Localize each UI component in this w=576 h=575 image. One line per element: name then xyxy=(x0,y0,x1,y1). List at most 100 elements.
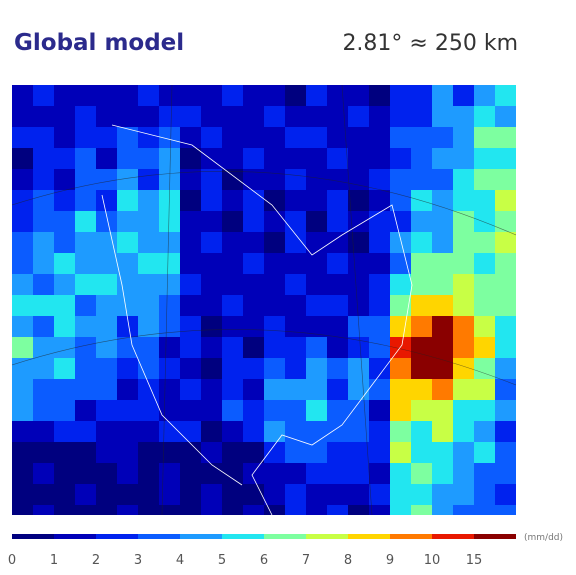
map-cell xyxy=(432,358,453,379)
map-cell xyxy=(390,85,411,106)
map-cell xyxy=(33,211,54,232)
map-cell xyxy=(348,190,369,211)
map-cell xyxy=(495,148,516,169)
map-cell xyxy=(75,379,96,400)
map-cell xyxy=(12,169,33,190)
map-cell xyxy=(411,484,432,505)
map-cell xyxy=(348,127,369,148)
map-cell xyxy=(411,337,432,358)
map-cell xyxy=(222,316,243,337)
colorbar-tick-label: 7 xyxy=(302,553,310,568)
map-cell xyxy=(327,484,348,505)
map-cell xyxy=(348,463,369,484)
map-cell xyxy=(180,253,201,274)
map-cell xyxy=(159,211,180,232)
map-cell xyxy=(75,106,96,127)
map-cell xyxy=(243,211,264,232)
map-cell xyxy=(495,127,516,148)
map-cell xyxy=(369,127,390,148)
map-cell xyxy=(138,274,159,295)
map-cell xyxy=(12,400,33,421)
map-cell xyxy=(474,274,495,295)
map-cell xyxy=(12,211,33,232)
map-cell xyxy=(222,337,243,358)
colorbar-tick-label: 0 xyxy=(8,553,16,568)
map-cell xyxy=(306,253,327,274)
map-cell xyxy=(33,190,54,211)
map-cell xyxy=(12,337,33,358)
map-cell xyxy=(33,148,54,169)
map-cell xyxy=(12,316,33,337)
map-cell xyxy=(54,106,75,127)
map-cell xyxy=(306,190,327,211)
colorbar-segment xyxy=(264,534,306,539)
map-cell xyxy=(495,232,516,253)
map-cell xyxy=(411,316,432,337)
map-cell xyxy=(495,379,516,400)
map-cell xyxy=(117,463,138,484)
colorbar-tick-label: 4 xyxy=(176,553,184,568)
map-cell xyxy=(327,421,348,442)
map-cell xyxy=(495,106,516,127)
map-cell xyxy=(75,442,96,463)
map-cell xyxy=(411,295,432,316)
map-cell xyxy=(12,295,33,316)
map-cell xyxy=(12,379,33,400)
map-cell xyxy=(159,400,180,421)
map-cell xyxy=(390,379,411,400)
map-cell xyxy=(411,85,432,106)
map-cell xyxy=(243,379,264,400)
map-cell xyxy=(285,211,306,232)
map-cell xyxy=(474,148,495,169)
map-cell xyxy=(96,253,117,274)
map-cell xyxy=(159,106,180,127)
map-cell xyxy=(222,148,243,169)
map-cell xyxy=(33,295,54,316)
map-cell xyxy=(411,421,432,442)
map-cell xyxy=(243,295,264,316)
map-cell xyxy=(96,85,117,106)
map-cell xyxy=(159,337,180,358)
map-cell xyxy=(117,148,138,169)
map-cell xyxy=(138,505,159,515)
map-cell xyxy=(243,442,264,463)
map-cell xyxy=(453,337,474,358)
map-cell xyxy=(495,85,516,106)
map-cell xyxy=(432,316,453,337)
map-cell xyxy=(222,379,243,400)
map-cell xyxy=(495,316,516,337)
map-cell xyxy=(12,232,33,253)
map-cell xyxy=(96,211,117,232)
map-cell xyxy=(180,316,201,337)
map-cell xyxy=(12,484,33,505)
map-cell xyxy=(264,442,285,463)
map-cell xyxy=(12,253,33,274)
map-cell xyxy=(453,463,474,484)
map-cell xyxy=(369,358,390,379)
map-cell xyxy=(54,232,75,253)
map-cell xyxy=(33,253,54,274)
map-cell xyxy=(369,85,390,106)
map-cell xyxy=(201,358,222,379)
map-cell xyxy=(159,442,180,463)
colorbar-segment xyxy=(474,534,516,539)
map-cell xyxy=(75,400,96,421)
map-cell xyxy=(222,106,243,127)
map-cell xyxy=(306,295,327,316)
map-cell xyxy=(159,358,180,379)
map-cell xyxy=(495,295,516,316)
map-cell xyxy=(117,358,138,379)
map-cell xyxy=(348,232,369,253)
map-cell xyxy=(306,400,327,421)
map-cell xyxy=(306,358,327,379)
map-cell xyxy=(495,442,516,463)
map-cell xyxy=(222,505,243,515)
map-cell xyxy=(432,400,453,421)
map-cell xyxy=(327,232,348,253)
map-cell xyxy=(348,253,369,274)
map-cell xyxy=(75,85,96,106)
map-cell xyxy=(54,316,75,337)
map-cell xyxy=(495,253,516,274)
map-cell xyxy=(159,295,180,316)
map-cell xyxy=(390,316,411,337)
